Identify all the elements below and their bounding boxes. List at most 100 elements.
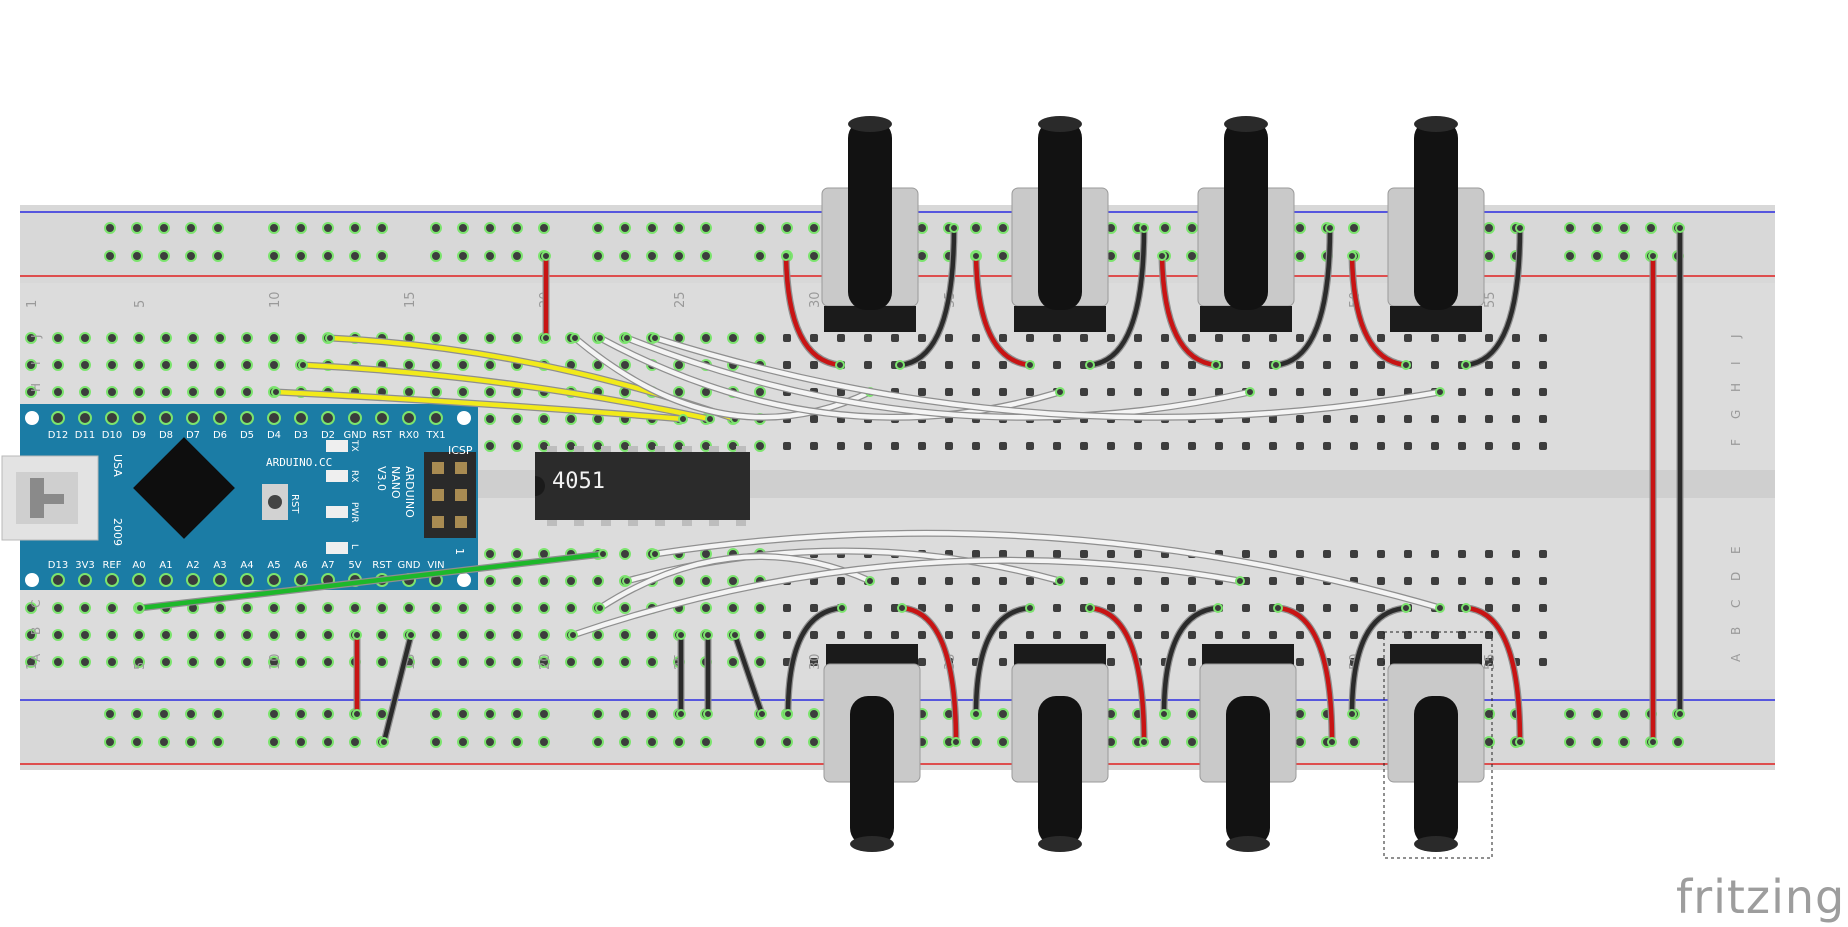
hole bbox=[432, 361, 440, 369]
wire-end bbox=[1347, 251, 1357, 261]
hole bbox=[891, 604, 899, 612]
hole bbox=[1296, 631, 1304, 639]
hole bbox=[1512, 361, 1520, 369]
hole-highlight bbox=[646, 629, 658, 641]
arduino-pin bbox=[132, 573, 146, 587]
hole bbox=[81, 631, 89, 639]
rail-hole bbox=[1485, 224, 1493, 232]
rail-hole bbox=[160, 710, 168, 718]
wire-end bbox=[570, 333, 580, 343]
hole bbox=[999, 658, 1007, 666]
rail-hole-highlight bbox=[619, 708, 631, 720]
rail-hole-highlight bbox=[212, 222, 224, 234]
hole-highlight bbox=[187, 359, 199, 371]
potentiometer bbox=[1387, 644, 1485, 852]
hole-highlight bbox=[106, 359, 118, 371]
rail-hole-highlight bbox=[1186, 250, 1198, 262]
hole-highlight bbox=[484, 548, 496, 560]
rail-hole-highlight bbox=[1591, 222, 1603, 234]
hole bbox=[270, 334, 278, 342]
hole-highlight bbox=[673, 575, 685, 587]
rail-hole-highlight bbox=[1186, 708, 1198, 720]
rail-hole bbox=[999, 738, 1007, 746]
rail-hole-highlight bbox=[212, 708, 224, 720]
rail-hole-highlight bbox=[295, 708, 307, 720]
hole bbox=[783, 442, 791, 450]
column-number: 55 bbox=[1483, 653, 1498, 670]
rail-hole bbox=[214, 252, 222, 260]
rail-hole bbox=[297, 710, 305, 718]
hole-highlight bbox=[403, 602, 415, 614]
rail-hole-highlight bbox=[592, 250, 604, 262]
hole-highlight bbox=[700, 602, 712, 614]
pot-base bbox=[1390, 306, 1482, 332]
rail-hole-highlight bbox=[646, 222, 658, 234]
hole bbox=[1188, 334, 1196, 342]
hole bbox=[1134, 550, 1142, 558]
rail-hole bbox=[1566, 710, 1574, 718]
hole bbox=[1296, 550, 1304, 558]
hole-highlight bbox=[295, 332, 307, 344]
hole bbox=[1107, 577, 1115, 585]
chip-body bbox=[535, 452, 750, 520]
hole bbox=[1350, 604, 1358, 612]
rail-hole-highlight bbox=[457, 736, 469, 748]
hole bbox=[540, 415, 548, 423]
arduino-mount-hole bbox=[457, 573, 471, 587]
column-number: 30 bbox=[808, 291, 823, 308]
rail-hole bbox=[999, 710, 1007, 718]
wire-end bbox=[678, 414, 688, 424]
hole-highlight bbox=[25, 602, 37, 614]
wire-end bbox=[1327, 737, 1337, 747]
hole bbox=[1107, 604, 1115, 612]
wire-end bbox=[1648, 251, 1658, 261]
hole bbox=[405, 388, 413, 396]
arduino-pin bbox=[105, 411, 119, 425]
hole bbox=[1458, 388, 1466, 396]
row-letter: A bbox=[1729, 653, 1743, 662]
rail-hole bbox=[1593, 738, 1601, 746]
hole bbox=[378, 631, 386, 639]
white-wire bbox=[597, 554, 873, 611]
rail-hole-highlight bbox=[619, 222, 631, 234]
hole-highlight bbox=[295, 656, 307, 668]
hole bbox=[135, 388, 143, 396]
wire-end bbox=[1325, 223, 1335, 233]
hole bbox=[1377, 658, 1385, 666]
row-letter: A bbox=[29, 653, 43, 662]
hole-highlight bbox=[457, 602, 469, 614]
rail-hole bbox=[594, 224, 602, 232]
rail-hole-highlight bbox=[646, 708, 658, 720]
rail-hole bbox=[972, 738, 980, 746]
rail-hole bbox=[513, 738, 521, 746]
rail-hole bbox=[187, 252, 195, 260]
black-wire bbox=[1273, 225, 1333, 368]
hole bbox=[1107, 388, 1115, 396]
chip-pin bbox=[628, 446, 638, 452]
row-letter: E bbox=[1729, 546, 1743, 554]
hole-highlight bbox=[511, 656, 523, 668]
red-wire bbox=[1087, 605, 1147, 745]
hole bbox=[1188, 442, 1196, 450]
arduino-usa-label: USA bbox=[111, 454, 124, 477]
arduino-brand-label: ARDUINO.CC bbox=[266, 456, 332, 469]
rail-hole bbox=[675, 252, 683, 260]
rail-hole bbox=[999, 224, 1007, 232]
hole bbox=[999, 604, 1007, 612]
wire-end bbox=[1139, 737, 1149, 747]
hole bbox=[1215, 442, 1223, 450]
hole bbox=[891, 577, 899, 585]
arduino-pin bbox=[213, 573, 227, 587]
hole-highlight bbox=[214, 332, 226, 344]
hole-highlight bbox=[25, 332, 37, 344]
rail-hole-highlight bbox=[1591, 736, 1603, 748]
hole bbox=[1350, 415, 1358, 423]
hole bbox=[567, 442, 575, 450]
hole-highlight bbox=[457, 359, 469, 371]
hole bbox=[1485, 550, 1493, 558]
rail-hole bbox=[945, 738, 953, 746]
rail-hole bbox=[160, 252, 168, 260]
arduino-pin bbox=[321, 411, 335, 425]
rail-hole bbox=[783, 224, 791, 232]
chip-pin bbox=[547, 446, 557, 452]
